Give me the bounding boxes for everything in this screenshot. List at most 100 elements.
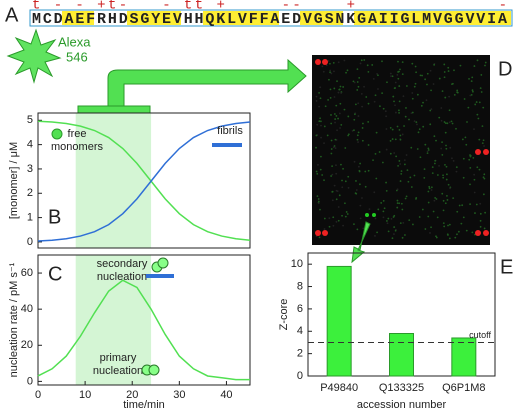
dye-label: 546 — [66, 49, 88, 64]
spot — [481, 142, 484, 145]
spot — [436, 216, 439, 219]
spot — [399, 222, 402, 225]
spot — [392, 95, 395, 98]
spot — [334, 147, 337, 150]
spot — [315, 230, 321, 236]
spot — [426, 72, 429, 75]
spot — [394, 81, 397, 84]
spot — [391, 138, 394, 140]
dye-label: Alexa — [58, 34, 91, 49]
spot — [422, 101, 424, 104]
y-tick-label: 2 — [297, 348, 303, 360]
highlights — [62, 11, 511, 25]
spot — [475, 101, 478, 103]
spot — [359, 217, 362, 220]
spot — [444, 164, 446, 166]
spot — [319, 86, 322, 89]
spot — [353, 118, 356, 121]
spot — [430, 186, 433, 189]
spot — [476, 113, 479, 116]
legend-icon — [51, 128, 63, 140]
plot-frame — [37, 112, 251, 249]
spot — [453, 69, 455, 72]
spot — [356, 68, 359, 71]
spot — [417, 131, 420, 134]
spot — [432, 210, 435, 213]
spot — [357, 131, 360, 134]
spot — [474, 212, 476, 214]
bar — [451, 337, 477, 377]
spot — [436, 174, 439, 176]
spot — [341, 186, 344, 189]
spot — [434, 196, 437, 199]
spot — [451, 82, 454, 85]
spot — [320, 120, 322, 123]
spot — [440, 147, 443, 150]
spot — [374, 152, 377, 155]
spot — [405, 195, 408, 198]
spot — [319, 117, 321, 120]
spot — [447, 70, 450, 72]
spot — [410, 112, 413, 115]
y-tick-label: 0 — [27, 236, 33, 248]
spot — [455, 127, 457, 130]
spot — [340, 92, 343, 94]
spot — [330, 72, 333, 75]
spot — [410, 146, 413, 149]
spot — [478, 168, 481, 171]
panel-label: A — [5, 4, 19, 26]
spot — [389, 139, 392, 142]
spot — [366, 64, 369, 67]
spot — [423, 168, 426, 171]
x-tick-label: Q133325 — [379, 382, 424, 394]
spot — [375, 177, 378, 180]
spot — [426, 83, 428, 86]
y-tick-label: 5 — [27, 114, 33, 126]
spot — [475, 230, 481, 236]
spot — [421, 74, 423, 77]
spot — [441, 90, 444, 92]
spot — [389, 72, 392, 75]
spot — [403, 163, 406, 166]
spot — [448, 223, 451, 226]
spot — [394, 138, 397, 141]
spot — [327, 99, 329, 101]
spot — [473, 173, 476, 176]
spot — [469, 94, 472, 97]
spot — [389, 126, 392, 129]
spot — [360, 92, 363, 95]
spot — [385, 189, 388, 192]
spot — [330, 139, 333, 142]
spot — [386, 81, 388, 84]
x-tick-label: P49840 — [320, 382, 358, 394]
spot — [315, 95, 318, 98]
spot — [401, 208, 404, 211]
spot — [430, 89, 432, 92]
spot — [409, 176, 412, 179]
fibril-icon — [146, 274, 174, 278]
spot — [364, 170, 367, 173]
spot — [398, 202, 401, 205]
spot — [416, 93, 419, 96]
spot — [445, 147, 448, 150]
spot — [320, 155, 322, 158]
spot — [333, 87, 336, 90]
spot — [483, 145, 485, 147]
spot — [410, 186, 413, 188]
arrow — [107, 58, 307, 107]
spot — [427, 215, 430, 218]
spot — [483, 173, 486, 176]
spot — [438, 116, 441, 119]
spot — [405, 154, 408, 156]
spot — [315, 146, 317, 149]
spot — [368, 208, 371, 211]
spot — [446, 199, 449, 201]
spot — [387, 217, 390, 220]
spot — [457, 230, 460, 233]
spot — [367, 70, 370, 73]
y-tick-label: 6 — [297, 303, 303, 315]
spot — [421, 208, 424, 211]
spot — [435, 236, 438, 239]
spot — [337, 61, 340, 64]
spot — [375, 131, 378, 134]
